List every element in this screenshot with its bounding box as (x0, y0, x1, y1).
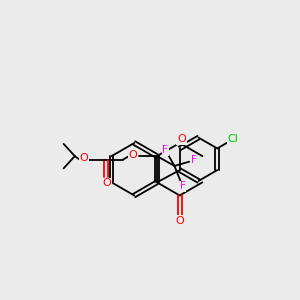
Text: O: O (175, 216, 184, 226)
Text: O: O (129, 150, 138, 160)
Text: F: F (180, 182, 186, 191)
Text: Cl: Cl (228, 134, 239, 144)
Text: O: O (102, 178, 111, 188)
Text: O: O (80, 153, 88, 163)
Text: O: O (177, 134, 186, 144)
Text: F: F (190, 155, 196, 166)
Text: F: F (162, 145, 168, 155)
